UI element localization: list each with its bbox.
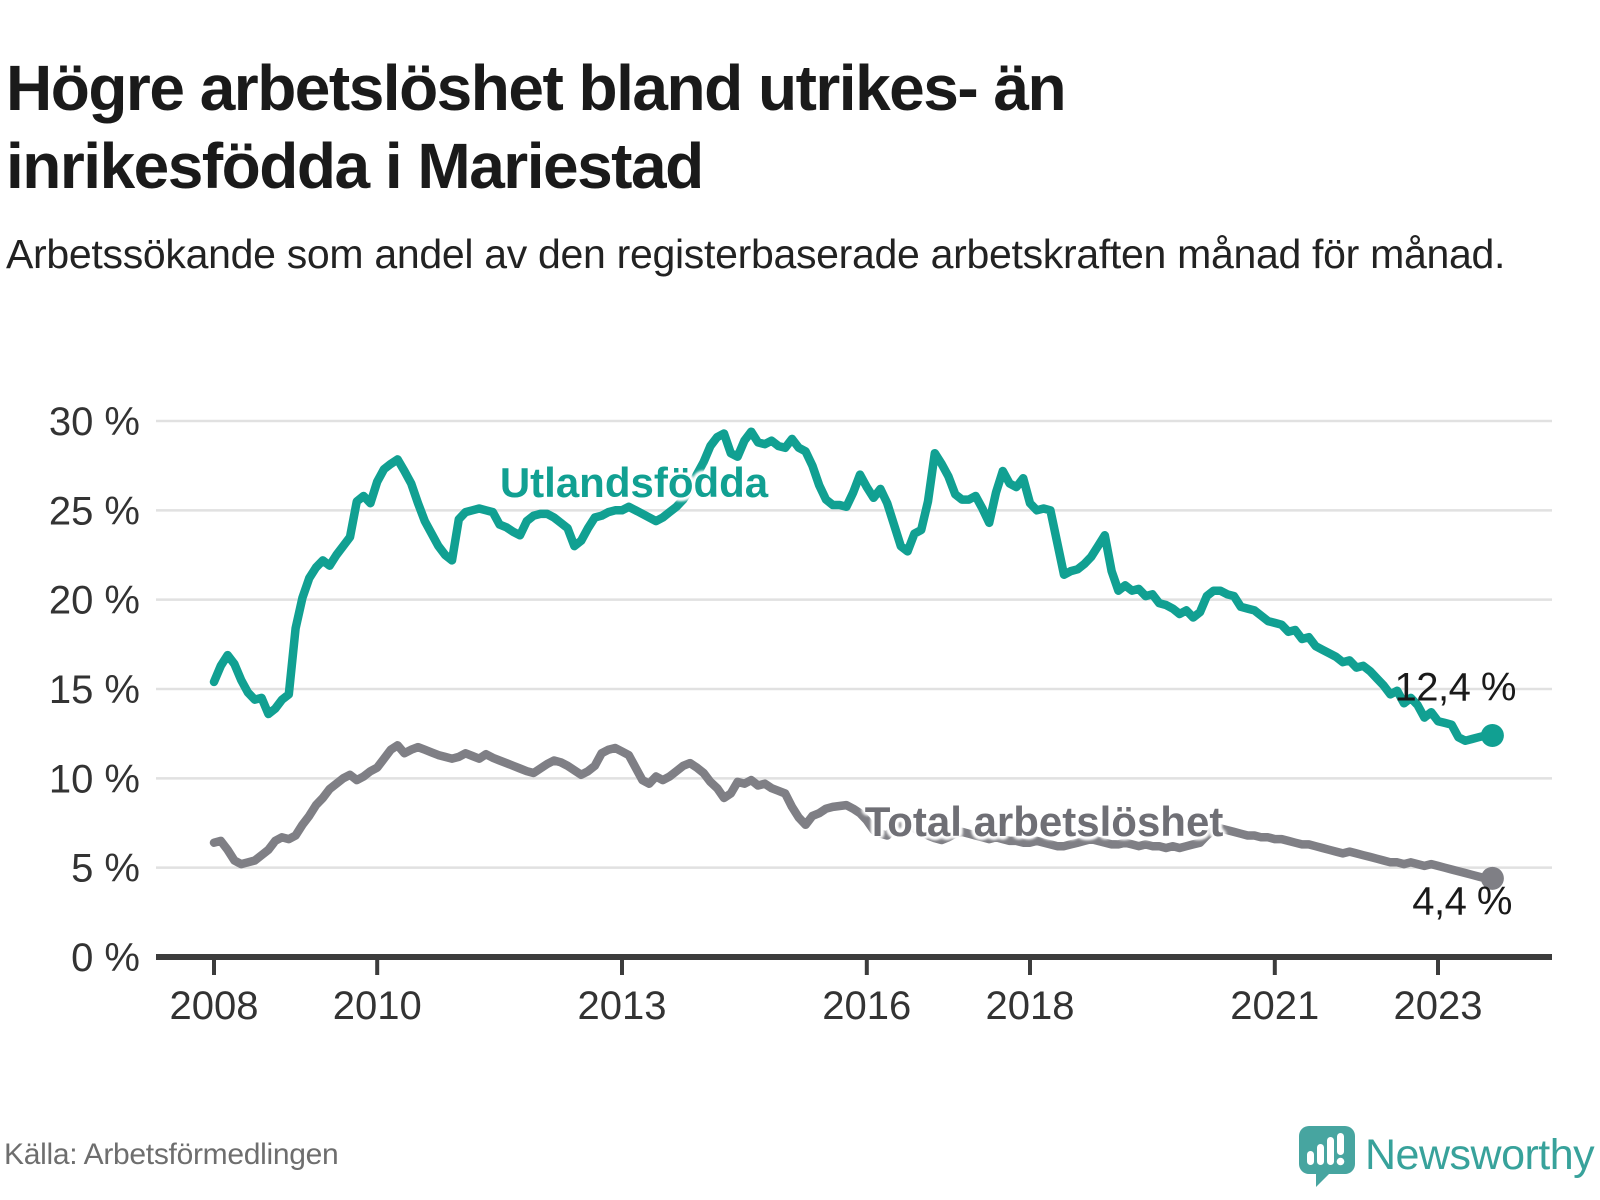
end-dot-total	[1480, 866, 1504, 890]
chart-title: Högre arbetslöshet bland utrikes- än inr…	[6, 51, 1067, 202]
chart-subtitle: Arbetssökande som andel av den registerb…	[6, 231, 1506, 277]
y-axis-label: 10 %	[49, 757, 140, 801]
y-axis-label: 15 %	[49, 668, 140, 712]
end-value-total: 4,4 %	[1412, 879, 1512, 924]
newsworthy-wordmark: Newsworthy	[1365, 1130, 1595, 1179]
y-axis-label: 0 %	[71, 936, 140, 980]
end-value-utlandsfodda: 12,4 %	[1394, 665, 1516, 710]
y-axis-label: 20 %	[49, 579, 140, 623]
series-line-total	[209, 741, 1497, 883]
x-axis-label: 2023	[1394, 984, 1483, 1028]
end-dot-utlandsfodda	[1480, 723, 1504, 747]
source-note: Källa: Arbetsförmedlingen	[4, 1138, 339, 1171]
newsworthy-logo: Newsworthy	[1299, 1126, 1595, 1188]
x-axis-label: 2016	[822, 984, 911, 1028]
series-label-utlandsfodda: Utlandsfödda	[499, 459, 769, 506]
x-axis-label: 2010	[333, 984, 422, 1028]
y-axis-label: 30 %	[49, 400, 140, 444]
series-label-total-arbetsloshet: Total arbetslöshet	[864, 798, 1224, 845]
x-axis-label: 2018	[986, 984, 1075, 1028]
x-axis-label: 2008	[170, 984, 259, 1028]
y-axis-label: 25 %	[49, 489, 140, 533]
newsworthy-icon	[1299, 1126, 1355, 1187]
series-line-utlandsfodda	[209, 427, 1497, 746]
x-axis-label: 2021	[1230, 984, 1319, 1028]
y-axis-label: 5 %	[71, 847, 140, 891]
x-axis-label: 2013	[578, 984, 667, 1028]
